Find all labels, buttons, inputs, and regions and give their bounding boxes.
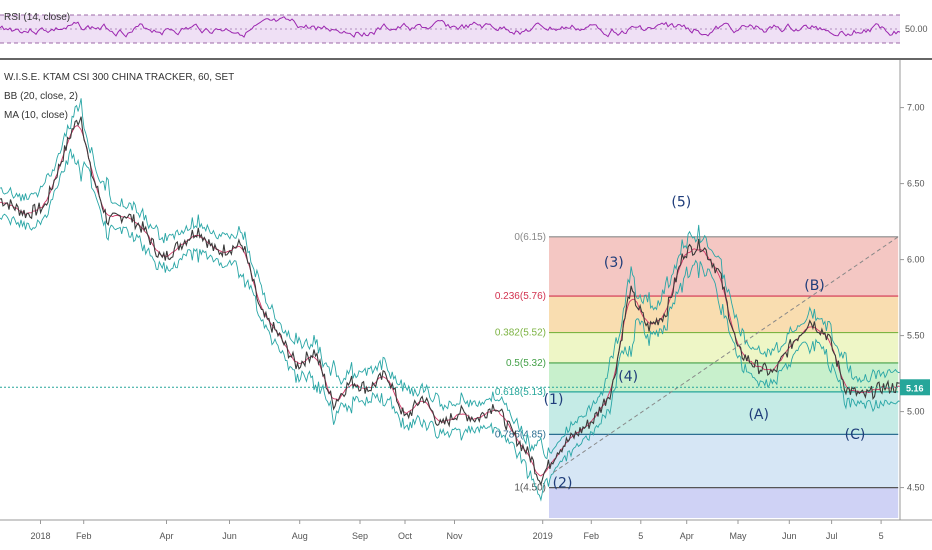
rsi-pane: RSI (14, close) 50.00 xyxy=(0,0,928,58)
y-tick-label: 6.00 xyxy=(907,255,925,265)
bollinger-upper xyxy=(0,98,900,460)
study-bb: BB (20, close, 2) xyxy=(4,91,78,102)
rsi-line xyxy=(0,16,901,38)
price-axis[interactable]: 7.00 6.50 6.00 5.50 5.00 4.50 xyxy=(899,60,925,520)
wave-label: (3) xyxy=(604,255,624,271)
x-tick-label: Feb xyxy=(76,531,92,541)
fib-zone xyxy=(549,434,899,488)
fib-level-label: 0(6.15) xyxy=(514,232,546,243)
wave-label: (A) xyxy=(748,407,769,423)
bollinger-lower xyxy=(0,148,901,502)
x-tick-label: Jun xyxy=(782,531,797,541)
fib-level-label: 0.786(4.85) xyxy=(495,429,546,440)
fib-level-label: 0.5(5.32) xyxy=(506,358,546,369)
fib-zone-extension xyxy=(549,487,899,518)
fib-zone xyxy=(549,332,899,363)
y-tick-label: 6.50 xyxy=(907,179,925,189)
x-tick-label: May xyxy=(729,531,747,541)
wave-label: (2) xyxy=(553,476,573,492)
x-tick-label: Apr xyxy=(159,531,173,541)
fib-level-label: 0.382(5.52) xyxy=(495,328,546,339)
wave-label: (5) xyxy=(671,194,691,210)
last-price-badge xyxy=(900,379,930,396)
y-tick-label: 7.00 xyxy=(907,103,925,113)
x-tick-label: 2019 xyxy=(533,531,553,541)
rsi-tick: 50.00 xyxy=(905,24,928,34)
x-tick-label: 5 xyxy=(879,531,884,541)
x-tick-label: Sep xyxy=(352,531,368,541)
time-axis[interactable]: 2018 Feb Apr Jun Aug Sep Oct Nov 2019 Feb 5 Apr May J… xyxy=(30,520,884,541)
x-tick-label: Nov xyxy=(446,531,463,541)
x-tick-label: Feb xyxy=(584,531,600,541)
wave-label: (B) xyxy=(804,278,825,294)
wave-label: (C) xyxy=(845,427,866,443)
x-tick-label: Jun xyxy=(222,531,237,541)
x-tick-label: Apr xyxy=(680,531,694,541)
x-tick-label: Oct xyxy=(398,531,413,541)
fib-level-label: 0.618(5.13) xyxy=(495,387,546,398)
x-tick-label: Jul xyxy=(826,531,838,541)
wave-label: (4) xyxy=(618,369,638,385)
wave-label: (1) xyxy=(544,392,564,408)
price-line xyxy=(0,116,900,487)
y-tick-label: 4.50 xyxy=(907,483,925,493)
chart-title: W.I.S.E. KTAM CSI 300 CHINA TRACKER, 60,… xyxy=(4,72,234,83)
rsi-label: RSI (14, close) xyxy=(4,12,70,23)
y-tick-label: 5.50 xyxy=(907,331,925,341)
price-pane: 0(6.15) 0.236(5.76) 0.382(5.52) 0.5(5.32) 0.… xyxy=(0,98,901,518)
fib-zone xyxy=(549,236,899,297)
fib-level-label: 1(4.50) xyxy=(514,483,546,494)
y-tick-label: 5.00 xyxy=(907,407,925,417)
fib-level-label: 0.236(5.76) xyxy=(495,291,546,302)
x-tick-label: Aug xyxy=(292,531,308,541)
x-tick-label: 5 xyxy=(638,531,643,541)
study-ma: MA (10, close) xyxy=(4,110,68,121)
x-tick-label: 2018 xyxy=(30,531,50,541)
last-price-value: 5.16 xyxy=(906,383,924,393)
